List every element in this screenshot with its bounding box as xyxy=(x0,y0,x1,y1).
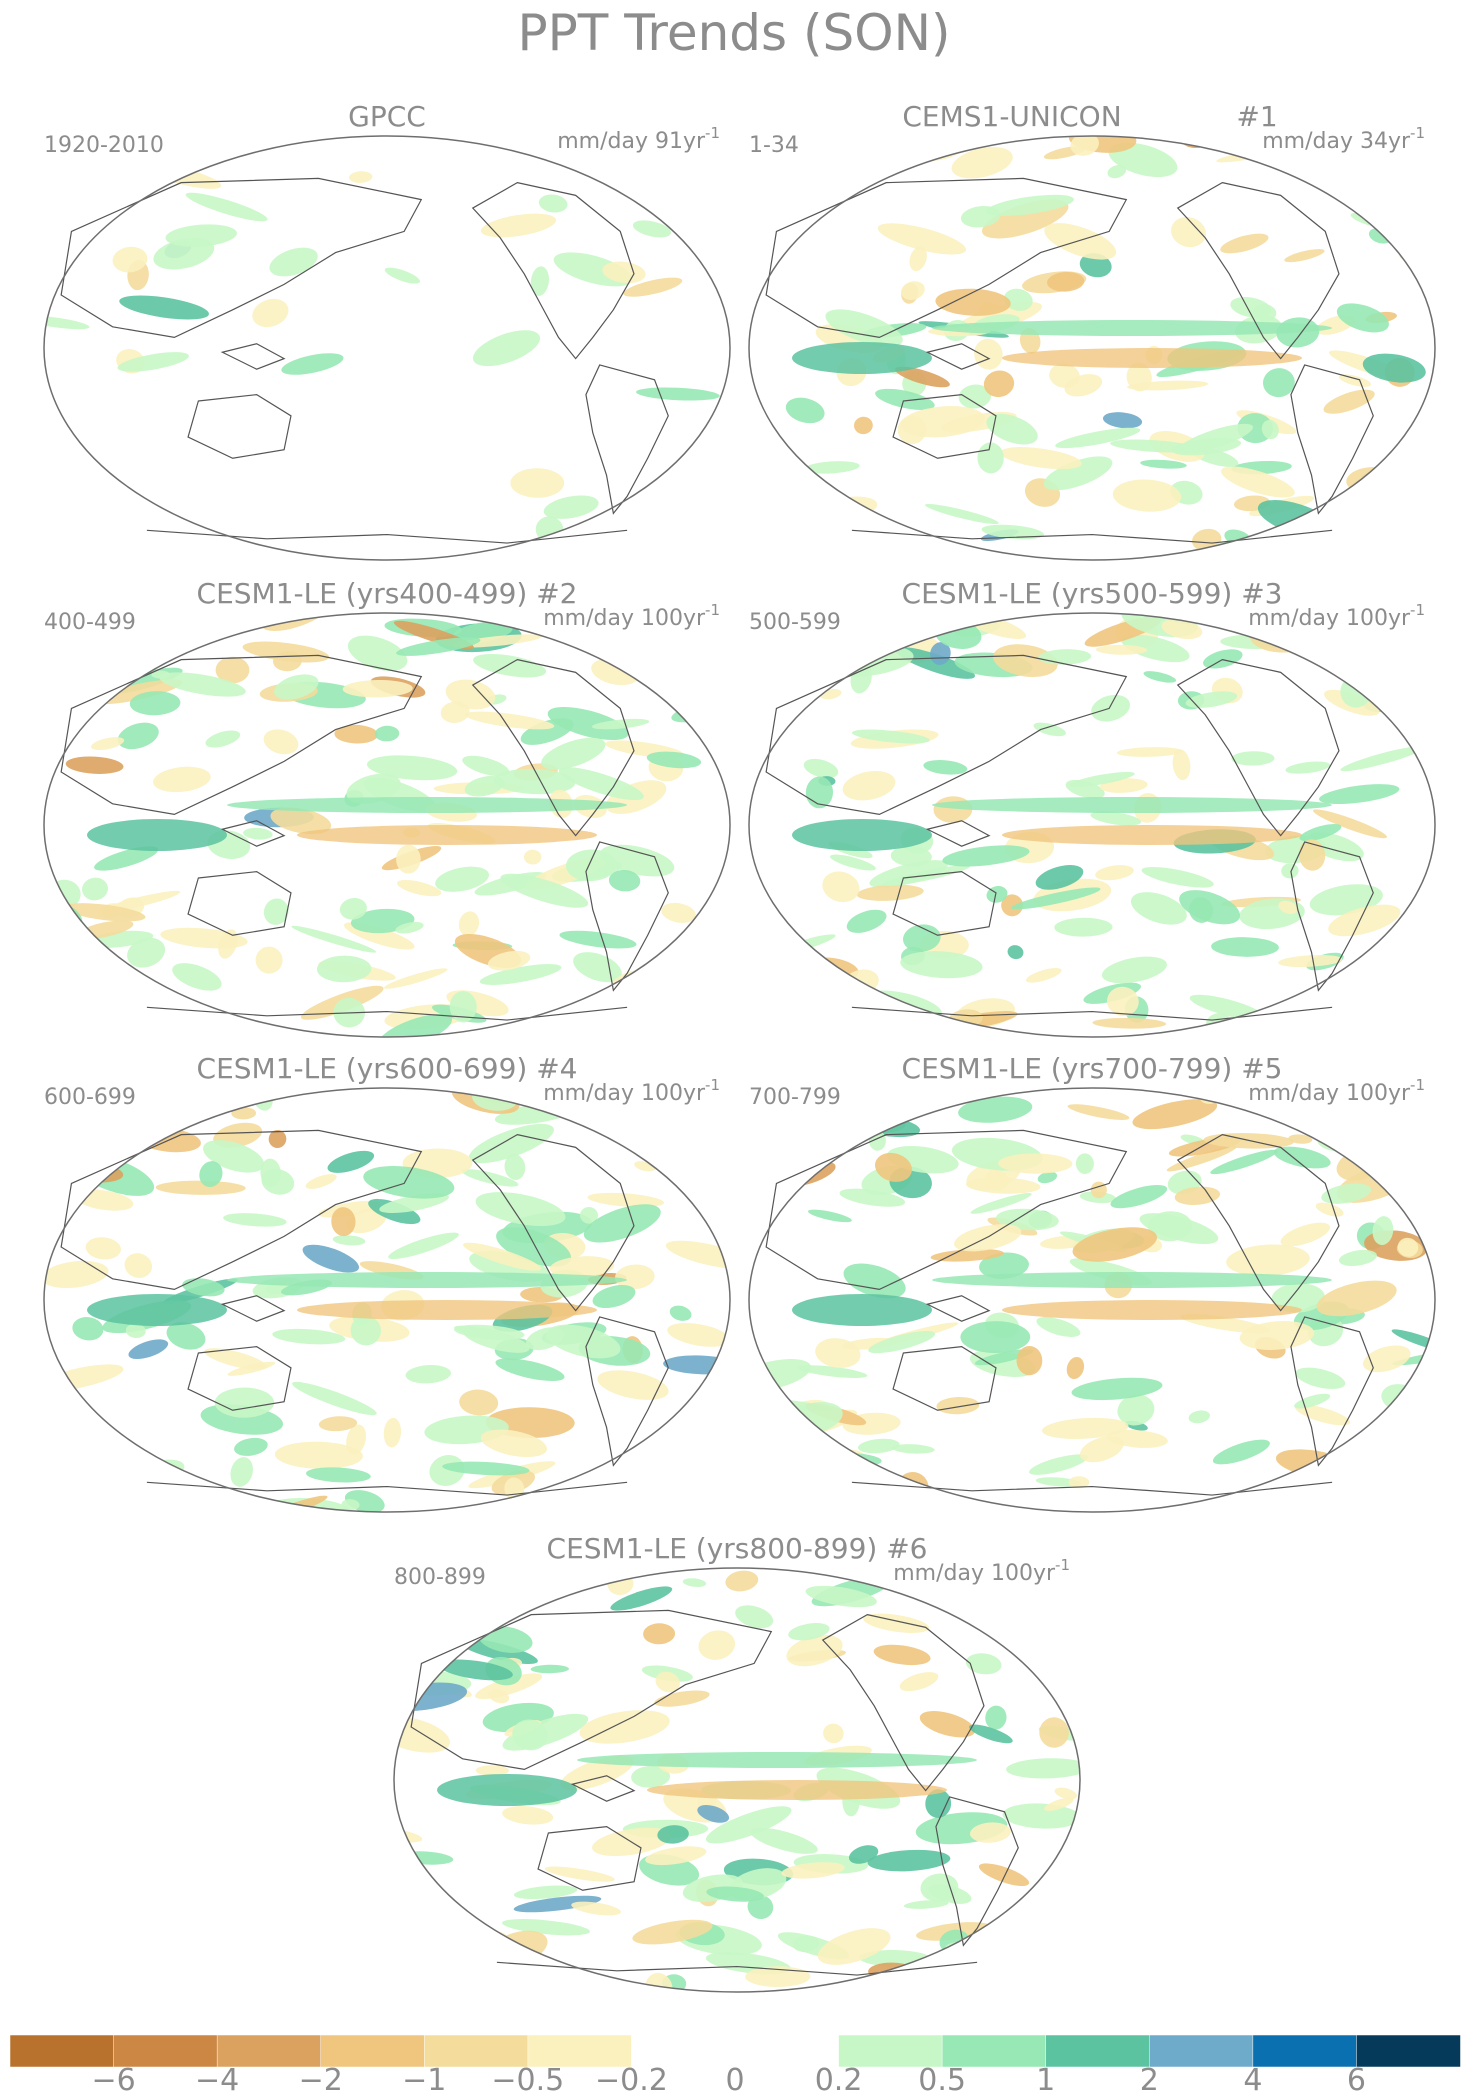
panel-title: CEMS1-UNICON xyxy=(902,100,1121,133)
panel-title: CESM1-LE (yrs400-499) #2 xyxy=(197,577,578,610)
panel-units: mm/day 91yr-1 xyxy=(557,124,720,154)
panel-title: CESM1-LE (yrs600-699) #4 xyxy=(197,1052,578,1085)
panel-period: 1920-2010 xyxy=(44,133,164,158)
panel-units: mm/day 34yr-1 xyxy=(1262,124,1425,154)
colorbar-swatch xyxy=(1149,2034,1254,2068)
precip-trend-field xyxy=(394,1568,1080,1992)
map-border xyxy=(43,135,731,561)
colorbar-label: −0.5 xyxy=(491,2063,564,2093)
panel-title: CESM1-LE (yrs700-799) #5 xyxy=(902,1052,1283,1085)
colorbar-label: −0.2 xyxy=(595,2063,668,2093)
map-border xyxy=(748,135,1436,561)
panel-period: 600-699 xyxy=(44,1085,136,1110)
colorbar-swatch xyxy=(941,2034,1047,2068)
colorbar-swatch xyxy=(113,2034,218,2068)
colorbar-label: −6 xyxy=(91,2063,135,2093)
panel-period: 500-599 xyxy=(749,610,841,635)
colorbar-label: 6 xyxy=(1347,2063,1366,2093)
colorbar-label: −2 xyxy=(299,2063,343,2093)
colorbar-label: −1 xyxy=(402,2063,446,2093)
coastlines xyxy=(411,1610,1018,1975)
colorbar-swatch xyxy=(838,2034,943,2068)
map-panel: CESM1-LE (yrs400-499) #2 400-499 mm/day 10… xyxy=(26,577,758,1057)
map-panel: CEMS1-UNICON #1 1-34 mm/day 34yr-1 xyxy=(721,100,1457,574)
map-panel: CESM1-LE (yrs500-599) #3 500-599 mm/day 10… xyxy=(721,577,1455,1053)
map-border xyxy=(748,1087,1436,1513)
precip-trend-field xyxy=(44,613,730,1037)
panel-title: CESM1-LE (yrs800-899) #6 xyxy=(547,1532,928,1565)
colorbar-label: 0.2 xyxy=(815,2063,863,2093)
colorbar-swatch xyxy=(9,2034,115,2068)
colorbar-label: 0 xyxy=(725,2063,744,2093)
colorbar-swatch xyxy=(527,2034,633,2068)
colorbar-swatch xyxy=(1045,2034,1151,2068)
panel-number: #1 xyxy=(1236,100,1277,133)
colorbar-label: 2 xyxy=(1140,2063,1159,2093)
panel-units: mm/day 100yr-1 xyxy=(893,1556,1070,1586)
colorbar-label: 4 xyxy=(1243,2063,1262,2093)
panel-title: CESM1-LE (yrs500-599) #3 xyxy=(902,577,1283,610)
colorbar-swatch xyxy=(1356,2034,1461,2068)
map-border xyxy=(393,1567,1081,1993)
map-border xyxy=(43,612,731,1038)
panel-title: GPCC xyxy=(348,100,426,133)
map-border xyxy=(43,1087,731,1513)
coastlines xyxy=(766,1130,1373,1495)
precip-trend-field xyxy=(749,613,1435,1037)
figure-title: PPT Trends (SON) xyxy=(517,4,950,62)
precip-trend-field xyxy=(44,1088,730,1512)
map-panel: CESM1-LE (yrs600-699) #4 600-699 mm/day 10… xyxy=(8,1052,756,1528)
coastlines xyxy=(61,655,668,1020)
precip-trend-field xyxy=(44,136,730,560)
colorbar-swatch xyxy=(631,2034,736,2068)
colorbar-swatch xyxy=(424,2034,529,2068)
panel-units: mm/day 100yr-1 xyxy=(1248,1076,1425,1106)
colorbar-swatch xyxy=(216,2034,322,2068)
colorbar-swatch xyxy=(1252,2034,1358,2068)
map-panels: GPCC 1920-2010 mm/day 91yr-1 CEMS1-UNICON #1… xyxy=(8,100,1467,2006)
colorbar-swatch xyxy=(320,2034,426,2068)
panel-units: mm/day 100yr-1 xyxy=(543,601,720,631)
panel-period: 400-499 xyxy=(44,610,136,635)
colorbar-label: −4 xyxy=(195,2063,239,2093)
map-panel: CESM1-LE (yrs800-899) #6 800-899 mm/day 10… xyxy=(372,1532,1098,2006)
colorbar-label: 1 xyxy=(1036,2063,1055,2093)
colorbar-swatch xyxy=(734,2034,840,2068)
panel-units: mm/day 100yr-1 xyxy=(543,1076,720,1106)
coastlines xyxy=(61,178,668,543)
panel-period: 700-799 xyxy=(749,1085,841,1110)
colorbar: −6 −4 −2 −1 −0.5 −0.2 0 0.2 0.5 1 2 4 6 xyxy=(9,2034,1461,2093)
panel-period: 800-899 xyxy=(394,1565,486,1590)
precip-trend-field xyxy=(749,136,1435,560)
panel-units: mm/day 100yr-1 xyxy=(1248,601,1425,631)
map-panel: CESM1-LE (yrs700-799) #5 700-799 mm/day 10… xyxy=(730,1052,1468,1526)
map-panel: GPCC 1920-2010 mm/day 91yr-1 xyxy=(8,100,730,560)
coastlines xyxy=(766,178,1373,543)
map-border xyxy=(748,612,1436,1038)
panel-period: 1-34 xyxy=(749,133,799,158)
colorbar-label: 0.5 xyxy=(918,2063,966,2093)
coastlines xyxy=(61,1130,668,1495)
